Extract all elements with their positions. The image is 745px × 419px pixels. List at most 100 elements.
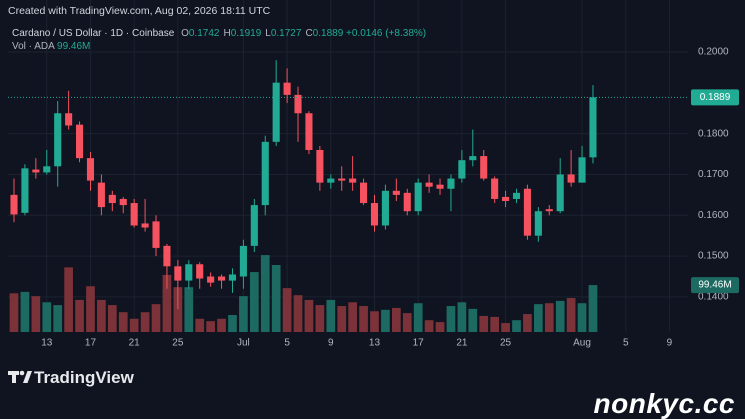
- candle-body: [534, 211, 542, 236]
- y-tick-label: 0.1400: [698, 292, 729, 303]
- candle-body: [327, 178, 335, 183]
- volume-bar: [184, 287, 194, 332]
- volume-bar: [468, 308, 478, 332]
- volume-tag-label: 99.46M: [698, 280, 731, 291]
- volume-bar: [479, 315, 489, 332]
- candle-body: [86, 158, 95, 181]
- header: Created with TradingView.com, Aug 02, 20…: [8, 5, 271, 17]
- candle-body: [370, 203, 379, 226]
- candle-body: [272, 82, 280, 142]
- y-tick-label: 0.1800: [698, 128, 729, 139]
- ohlc-value: 0.1889: [312, 28, 344, 39]
- volume-bar: [512, 320, 521, 332]
- ohlc-value: 0.1727: [270, 28, 302, 39]
- y-tick-label: 0.1500: [698, 251, 729, 262]
- volume-bar: [402, 313, 412, 332]
- candle-body: [578, 157, 586, 183]
- volume-bar: [249, 272, 259, 332]
- candle-body: [65, 113, 73, 126]
- candle-body: [54, 113, 62, 167]
- volume-bar: [107, 305, 117, 332]
- volume-bar: [217, 318, 226, 332]
- volume-bar: [555, 300, 565, 332]
- candle-body: [218, 276, 226, 281]
- x-tick-label: 5: [623, 338, 629, 349]
- candle-body: [152, 221, 160, 248]
- volume-bar: [293, 295, 303, 332]
- ohlc-key: L: [265, 28, 271, 39]
- ohlc-key: H: [223, 28, 231, 39]
- candle-body: [589, 97, 597, 158]
- candle-body: [556, 174, 564, 212]
- volume-bar: [413, 303, 423, 332]
- ohlc-key: C: [305, 28, 313, 39]
- volume-bar: [457, 302, 467, 332]
- candle-body: [349, 178, 357, 183]
- x-tick-label: 13: [41, 338, 53, 349]
- candle-body: [43, 166, 51, 173]
- logo-icon: [8, 370, 32, 383]
- y-tick-label: 0.1600: [698, 210, 729, 221]
- volume-bar: [75, 299, 84, 332]
- volume-bar: [566, 298, 576, 332]
- volume-bar: [64, 267, 73, 332]
- price-tag-label: 0.1889: [700, 92, 731, 103]
- candle-body: [316, 149, 324, 183]
- volume-bar: [544, 303, 554, 332]
- candle-body: [130, 203, 138, 226]
- volume-name: Vol · ADA: [12, 41, 55, 52]
- volume-bar: [501, 323, 510, 332]
- volume-bar: [86, 286, 95, 332]
- ohlc-key: O: [181, 28, 189, 39]
- x-tick-label: 9: [328, 338, 334, 349]
- volume-bar: [381, 309, 390, 332]
- volume-bar: [282, 288, 292, 332]
- candle-body: [76, 124, 84, 159]
- candle-body: [250, 205, 258, 246]
- candle-body: [567, 174, 575, 183]
- volume-bar: [359, 306, 368, 332]
- x-tick-label: Jul: [237, 338, 250, 349]
- x-tick-label: 17: [413, 338, 425, 349]
- candle-body: [305, 113, 313, 150]
- x-tick-label: 17: [85, 338, 97, 349]
- candle-body: [469, 156, 477, 161]
- candle-body: [97, 182, 105, 208]
- volume-bar: [326, 299, 336, 332]
- volume-bar: [42, 302, 52, 332]
- candle-body: [185, 264, 193, 281]
- volume-bar: [424, 320, 434, 332]
- volume-bar: [118, 312, 128, 332]
- volume-bar: [260, 255, 270, 332]
- volume-bar: [370, 311, 379, 332]
- candle-body: [381, 190, 389, 226]
- candle-body: [163, 245, 171, 267]
- volume-bar: [446, 306, 456, 332]
- candle-body: [403, 192, 411, 212]
- candle-body: [108, 194, 116, 204]
- volume-bar: [129, 318, 139, 332]
- candle-body: [447, 178, 455, 189]
- grid: [8, 0, 688, 332]
- change: +0.0146 (+8.38%): [346, 28, 427, 39]
- volume-bar: [239, 296, 248, 332]
- candle-body: [10, 194, 18, 215]
- candle-body: [174, 266, 182, 281]
- x-tick-label: 25: [172, 338, 184, 349]
- legend: Cardano / US Dollar · 1D · Coinbase O0.1…: [12, 28, 426, 39]
- volume-bar: [9, 293, 19, 332]
- ohlc-value: 0.1742: [188, 28, 220, 39]
- volume-bar: [162, 274, 172, 332]
- x-tick-label: Aug: [573, 338, 591, 349]
- volume-bar: [588, 285, 598, 332]
- volume-bar: [315, 305, 325, 332]
- ohlc-value: 0.1919: [230, 28, 262, 39]
- volume-bar: [228, 315, 237, 332]
- volume-bar: [195, 318, 205, 332]
- volume-bar: [20, 291, 30, 332]
- candle-body: [261, 141, 269, 206]
- price-tag: [691, 89, 739, 106]
- volume-bar: [577, 303, 587, 332]
